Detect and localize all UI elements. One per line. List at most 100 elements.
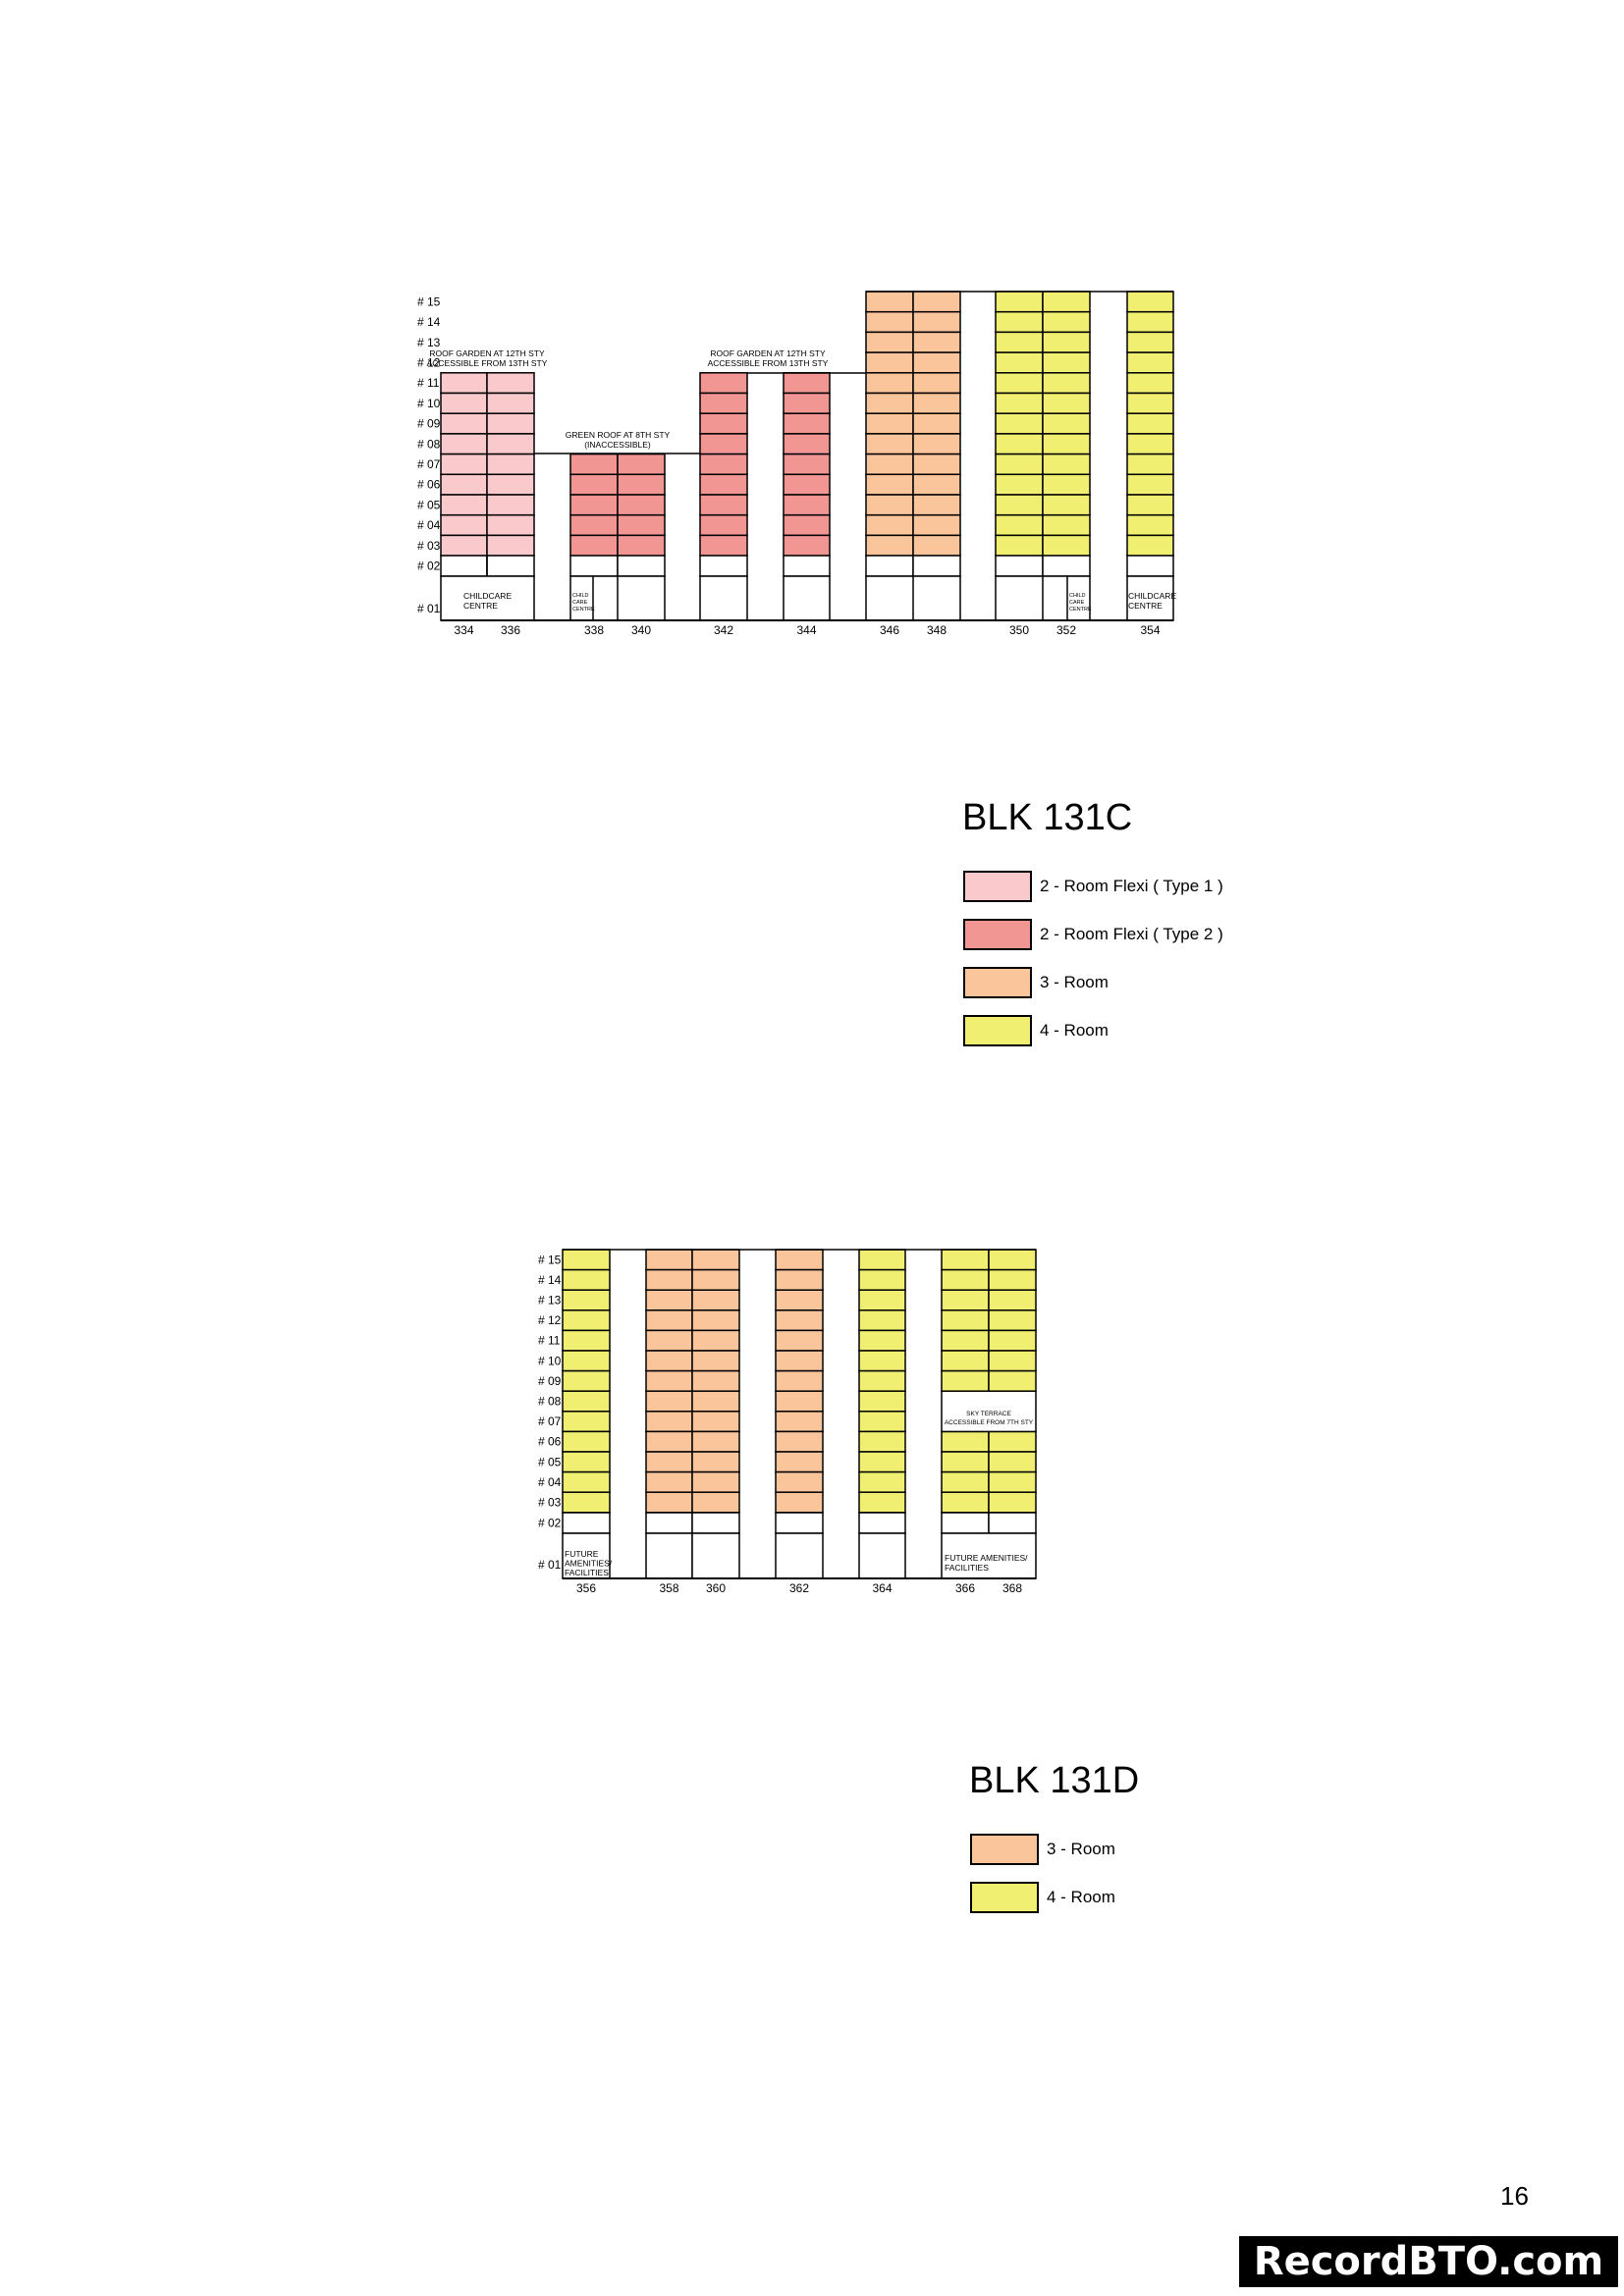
floor-label: # 12 [538, 1313, 562, 1327]
unit-cell-360-floor-13[interactable] [691, 1289, 740, 1311]
unit-cell-364-floor-11[interactable] [858, 1329, 906, 1352]
unit-cell-364-floor-4[interactable] [858, 1470, 906, 1493]
unit-cell-368-floor-5[interactable] [988, 1451, 1037, 1473]
unit-cell-358-floor-3[interactable] [645, 1491, 693, 1514]
unit-cell-356-floor-10[interactable] [562, 1350, 611, 1372]
unit-cell-364-floor-15[interactable] [858, 1249, 906, 1271]
unit-cell-358-floor-5[interactable] [645, 1451, 693, 1473]
unit-cell-364-floor-12[interactable] [858, 1309, 906, 1332]
unit-cell-360-floor-5[interactable] [691, 1451, 740, 1473]
unit-cell-358-floor-7[interactable] [645, 1411, 693, 1433]
unit-cell-360-floor-9[interactable] [691, 1369, 740, 1392]
unit-cell-356-floor-6[interactable] [562, 1430, 611, 1453]
unit-cell-360-floor-8[interactable] [691, 1390, 740, 1413]
unit-cell-368-floor-14[interactable] [988, 1268, 1037, 1291]
unit-cell-364-floor-3[interactable] [858, 1491, 906, 1514]
unit-cell-366-floor-9[interactable] [941, 1369, 990, 1392]
unit-cell-368-floor-4[interactable] [988, 1470, 1037, 1493]
unit-cell-360-floor-14[interactable] [691, 1268, 740, 1291]
unit-cell-356-floor-7[interactable] [562, 1411, 611, 1433]
unit-cell-356-floor-3[interactable] [562, 1491, 611, 1514]
unit-cell-360-floor-3[interactable] [691, 1491, 740, 1514]
unit-cell-358-floor-9[interactable] [645, 1369, 693, 1392]
unit-cell-356-floor-12[interactable] [562, 1309, 611, 1332]
unit-cell-358-floor-11[interactable] [645, 1329, 693, 1352]
unit-cell-358-floor-14[interactable] [645, 1268, 693, 1291]
childcare-label: CHILDCARE [463, 591, 512, 601]
unit-cell-358-floor-10[interactable] [645, 1350, 693, 1372]
unit-cell-362-floor-8[interactable] [775, 1390, 824, 1413]
unit-cell-366-floor-12[interactable] [941, 1309, 990, 1332]
unit-cell-356-floor-13[interactable] [562, 1289, 611, 1311]
unit-cell-366-floor-6[interactable] [941, 1430, 990, 1453]
blk131d-elevation: # 15 # 14 # 13 # 12 # 11 # 10 # 09 # 08 # 07 # 06… [538, 1249, 1037, 1595]
ground-floor-block [645, 1532, 693, 1579]
unit-cell-368-floor-10[interactable] [988, 1350, 1037, 1372]
unit-cell-358-floor-4[interactable] [645, 1470, 693, 1493]
unit-cell-366-floor-13[interactable] [941, 1289, 990, 1311]
unit-cell-364-floor-13[interactable] [858, 1289, 906, 1311]
unit-number: 350 [1009, 623, 1029, 637]
blk131c-legend-item: 4 - Room [963, 1015, 1109, 1046]
unit-cell-368-floor-11[interactable] [988, 1329, 1037, 1352]
unit-cell-360-floor-12[interactable] [691, 1309, 740, 1332]
unit-cell-358-floor-13[interactable] [645, 1289, 693, 1311]
unit-cell-364-floor-10[interactable] [858, 1350, 906, 1372]
legend-label: 2 - Room Flexi ( Type 1 ) [1040, 877, 1223, 895]
unit-cell-366-floor-14[interactable] [941, 1268, 990, 1291]
unit-cell-366-floor-11[interactable] [941, 1329, 990, 1352]
unit-cell-356-floor-4[interactable] [562, 1470, 611, 1493]
unit-cell-368-floor-15[interactable] [988, 1249, 1037, 1271]
unit-number: 360 [706, 1581, 726, 1595]
unit-cell-360-floor-7[interactable] [691, 1411, 740, 1433]
unit-cell-368-floor-9[interactable] [988, 1369, 1037, 1392]
unit-cell-368-floor-6[interactable] [988, 1430, 1037, 1453]
floor-label: # 01 [538, 1558, 562, 1572]
unit-cell-366-floor-5[interactable] [941, 1451, 990, 1473]
unit-cell-362-floor-7[interactable] [775, 1411, 824, 1433]
unit-cell-360-floor-4[interactable] [691, 1470, 740, 1493]
unit-cell-366-floor-10[interactable] [941, 1350, 990, 1372]
unit-cell-362-floor-6[interactable] [775, 1430, 824, 1453]
unit-cell-356-floor-8[interactable] [562, 1390, 611, 1413]
unit-cell-362-floor-11[interactable] [775, 1329, 824, 1352]
unit-cell-356-floor-9[interactable] [562, 1369, 611, 1392]
unit-cell-356-floor-11[interactable] [562, 1329, 611, 1352]
unit-cell-364-floor-9[interactable] [858, 1369, 906, 1392]
unit-cell-364-floor-5[interactable] [858, 1451, 906, 1473]
unit-cell-358-floor-8[interactable] [645, 1390, 693, 1413]
unit-cell-364-floor-8[interactable] [858, 1390, 906, 1413]
unit-cell-356-floor-14[interactable] [562, 1268, 611, 1291]
unit-cell-358-floor-12[interactable] [645, 1309, 693, 1332]
unit-cell-362-floor-14[interactable] [775, 1268, 824, 1291]
unit-cell-362-floor-10[interactable] [775, 1350, 824, 1372]
unit-cell-366-floor-15[interactable] [941, 1249, 990, 1271]
floor-label: # 01 [417, 602, 441, 615]
unit-cell-362-floor-12[interactable] [775, 1309, 824, 1332]
unit-cell-358-floor-6[interactable] [645, 1430, 693, 1453]
watermark-logo: RecordBTO.com [1239, 2236, 1618, 2287]
unit-cell-366-floor-4[interactable] [941, 1470, 990, 1493]
unit-cell-366-floor-3[interactable] [941, 1491, 990, 1514]
unit-cell-364-floor-6[interactable] [858, 1430, 906, 1453]
unit-cell-362-floor-9[interactable] [775, 1369, 824, 1392]
unit-cell-360-floor-11[interactable] [691, 1329, 740, 1352]
legend-label: 2 - Room Flexi ( Type 2 ) [1040, 925, 1223, 943]
unit-cell-356-floor-5[interactable] [562, 1451, 611, 1473]
childcare-label: CHILD [1069, 593, 1086, 599]
unit-cell-364-floor-14[interactable] [858, 1268, 906, 1291]
unit-cell-360-floor-6[interactable] [691, 1430, 740, 1453]
unit-cell-368-floor-12[interactable] [988, 1309, 1037, 1332]
unit-cell-364-floor-7[interactable] [858, 1411, 906, 1433]
unit-cell-362-floor-5[interactable] [775, 1451, 824, 1473]
unit-cell-362-floor-15[interactable] [775, 1249, 824, 1271]
unit-cell-358-floor-15[interactable] [645, 1249, 693, 1271]
unit-cell-362-floor-3[interactable] [775, 1491, 824, 1514]
unit-cell-362-floor-13[interactable] [775, 1289, 824, 1311]
unit-cell-360-floor-15[interactable] [691, 1249, 740, 1271]
unit-cell-360-floor-10[interactable] [691, 1350, 740, 1372]
unit-cell-362-floor-4[interactable] [775, 1470, 824, 1493]
unit-cell-368-floor-13[interactable] [988, 1289, 1037, 1311]
unit-cell-368-floor-3[interactable] [988, 1491, 1037, 1514]
unit-cell-356-floor-15[interactable] [562, 1249, 611, 1271]
